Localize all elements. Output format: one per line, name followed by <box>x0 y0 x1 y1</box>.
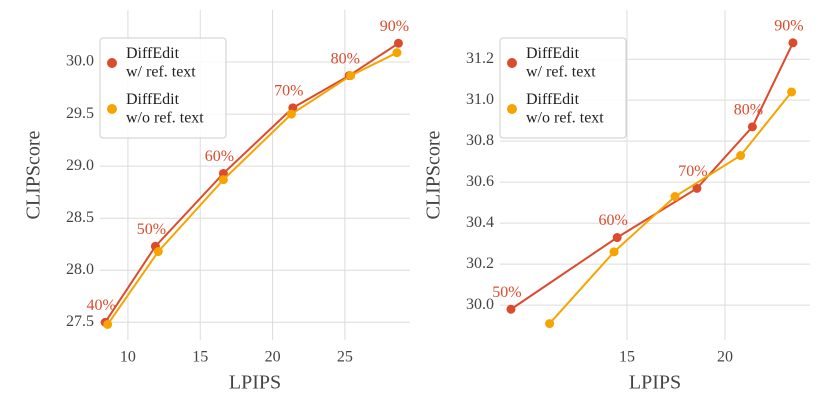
point-annotation: 80% <box>331 50 360 67</box>
point-annotation: 70% <box>274 83 303 100</box>
data-point <box>612 233 622 243</box>
y-tick-label: 28.5 <box>66 209 94 226</box>
x-tick-label: 25 <box>337 349 353 366</box>
point-annotation: 40% <box>87 297 116 314</box>
data-point <box>788 38 798 48</box>
point-annotation: 50% <box>137 221 166 238</box>
x-axis-label: LPIPS <box>229 372 281 394</box>
data-point <box>286 109 296 119</box>
point-annotation: 80% <box>734 102 763 119</box>
data-point <box>545 319 555 329</box>
data-point <box>747 122 757 132</box>
data-point <box>218 168 228 178</box>
data-point <box>506 304 516 314</box>
x-tick-label: 20 <box>717 349 733 366</box>
legend-label: DiffEdit w/o ref. text <box>126 91 204 126</box>
y-tick-label: 29.5 <box>66 105 94 122</box>
data-point <box>103 319 113 329</box>
y-axis-label: CLIPScore <box>423 130 445 219</box>
point-annotation: 70% <box>678 163 707 180</box>
data-point <box>736 151 746 161</box>
y-tick-label: 30.2 <box>466 255 494 272</box>
x-tick-label: 20 <box>265 349 281 366</box>
x-tick-label: 15 <box>192 349 208 366</box>
y-tick-label: 31.2 <box>466 50 494 67</box>
data-point <box>392 48 402 58</box>
y-tick-label: 31.0 <box>466 91 494 108</box>
legend-label: DiffEdit w/o ref. text <box>526 91 604 126</box>
data-point <box>153 247 163 257</box>
data-point <box>218 175 228 185</box>
series-line <box>104 42 399 323</box>
y-tick-label: 30.8 <box>466 132 494 149</box>
point-annotation: 50% <box>492 284 521 301</box>
y-tick-label: 28.0 <box>66 261 94 278</box>
point-annotation: 90% <box>380 18 409 35</box>
data-point <box>670 192 680 202</box>
point-annotation: 60% <box>599 212 628 229</box>
y-tick-label: 30.0 <box>66 53 94 70</box>
y-axis-label: CLIPScore <box>23 130 45 219</box>
legend-box <box>99 37 227 139</box>
y-tick-label: 27.5 <box>66 313 94 330</box>
legend-marker <box>507 104 517 114</box>
legend-marker <box>507 58 517 68</box>
point-annotation: 90% <box>774 17 803 34</box>
y-tick-label: 29.0 <box>66 157 94 174</box>
y-tick-label: 30.4 <box>466 214 494 231</box>
data-point <box>609 247 619 257</box>
legend-label: DiffEdit w/ ref. text <box>526 45 596 80</box>
data-point <box>692 183 702 193</box>
y-tick-label: 30.0 <box>466 296 494 313</box>
y-tick-label: 30.6 <box>466 173 494 190</box>
data-point <box>393 38 403 48</box>
legend-marker <box>107 58 117 68</box>
series-line <box>106 51 398 325</box>
x-axis-label: LPIPS <box>629 372 681 394</box>
legend-marker <box>107 104 117 114</box>
x-tick-label: 15 <box>619 349 635 366</box>
x-tick-label: 10 <box>120 349 136 366</box>
data-point <box>346 71 356 81</box>
legend-box <box>499 37 627 139</box>
point-annotation: 60% <box>205 148 234 165</box>
data-point <box>787 87 797 97</box>
legend-label: DiffEdit w/ ref. text <box>126 45 196 80</box>
